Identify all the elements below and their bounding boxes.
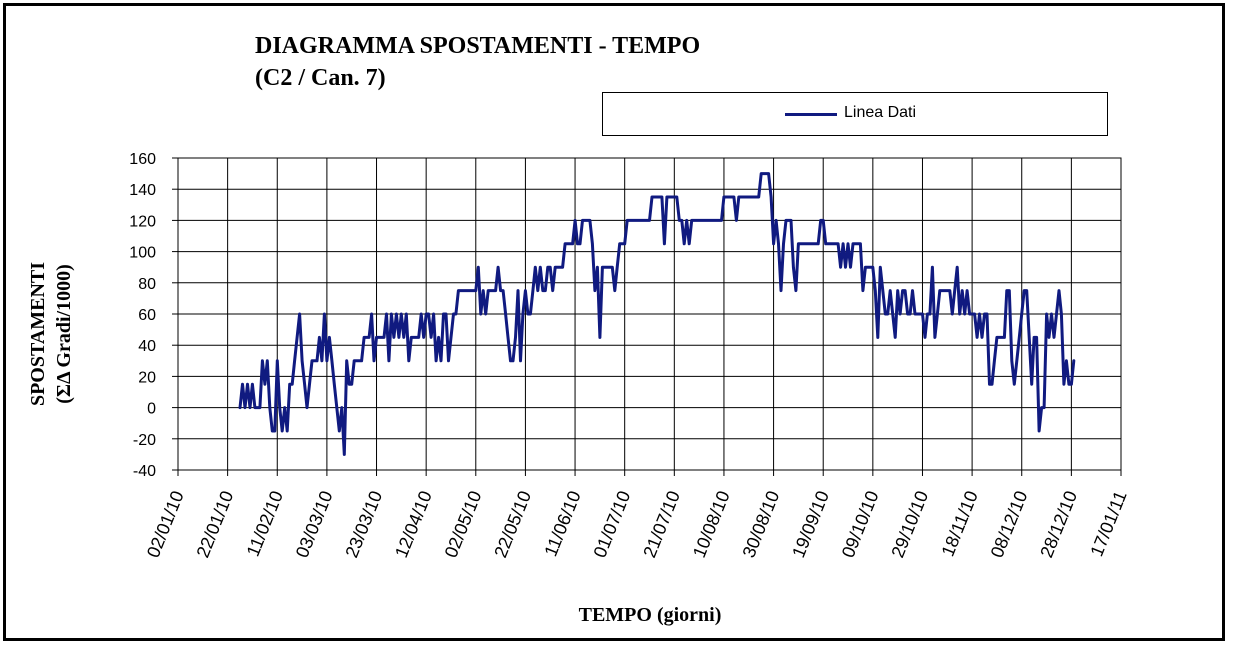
x-tick-label: 02/01/10	[143, 488, 188, 560]
chart-title: DIAGRAMMA SPOSTAMENTI - TEMPO	[255, 33, 701, 59]
chart-legend: Linea Dati	[602, 92, 1108, 136]
x-tick-label: 12/04/10	[391, 488, 436, 560]
x-tick-label: 08/12/10	[987, 488, 1032, 560]
series-layer	[238, 172, 1076, 456]
y-tick-label: 40	[138, 338, 156, 355]
y-tick-label: 80	[138, 276, 156, 293]
x-tick-label: 02/05/10	[441, 488, 486, 560]
x-tick-label: 21/07/10	[639, 488, 684, 560]
x-tick-label: 09/10/10	[838, 488, 883, 560]
x-tick-label: 29/10/10	[887, 488, 932, 560]
y-axis-title-line2: (ΣΔ Gradi/1000)	[53, 264, 75, 404]
legend-swatch	[785, 113, 837, 116]
plot-border	[177, 157, 1122, 471]
y-tick-label: 120	[129, 213, 156, 230]
x-tick-label: 10/08/10	[689, 488, 734, 560]
x-tick-label: 18/11/10	[938, 488, 982, 559]
y-tick-label: 100	[129, 245, 156, 262]
y-tick-label: 0	[147, 401, 156, 418]
x-tick-labels: 02/01/10 22/01/10 11/02/10 03/03/10 23/03/10…	[143, 488, 1131, 560]
x-tick-label: 01/07/10	[590, 488, 635, 560]
x-tick-label: 17/01/11	[1086, 488, 1130, 559]
x-tick-label: 11/02/10	[243, 488, 287, 559]
chart-subtitle: (C2 / Can. 7)	[255, 65, 386, 91]
legend-label: Linea Dati	[844, 104, 917, 121]
x-tick-label: 22/05/10	[490, 488, 535, 560]
grid-lines	[172, 157, 1122, 476]
y-tick-label: 160	[129, 151, 156, 168]
x-axis-title: TEMPO (giorni)	[579, 604, 722, 626]
x-tick-label: 28/12/10	[1036, 488, 1081, 560]
series-line	[238, 172, 1076, 456]
y-tick-label: 60	[138, 307, 156, 324]
y-tick-label: -40	[133, 463, 156, 480]
x-tick-label: 03/03/10	[292, 488, 337, 560]
x-tick-label: 23/03/10	[341, 488, 386, 560]
x-tick-label: 30/08/10	[738, 488, 783, 560]
x-tick-label: 11/06/10	[540, 488, 584, 559]
y-axis-title-line1: SPOSTAMENTI	[27, 262, 49, 406]
y-tick-label: 140	[129, 182, 156, 199]
y-tick-label: -20	[133, 432, 156, 449]
y-tick-label: 20	[138, 369, 156, 386]
x-tick-label: 22/01/10	[193, 488, 238, 560]
x-tick-label: 19/09/10	[788, 488, 833, 560]
y-tick-labels: -40 -20 0 20 40 60 80 100 120 140 160	[129, 151, 156, 480]
